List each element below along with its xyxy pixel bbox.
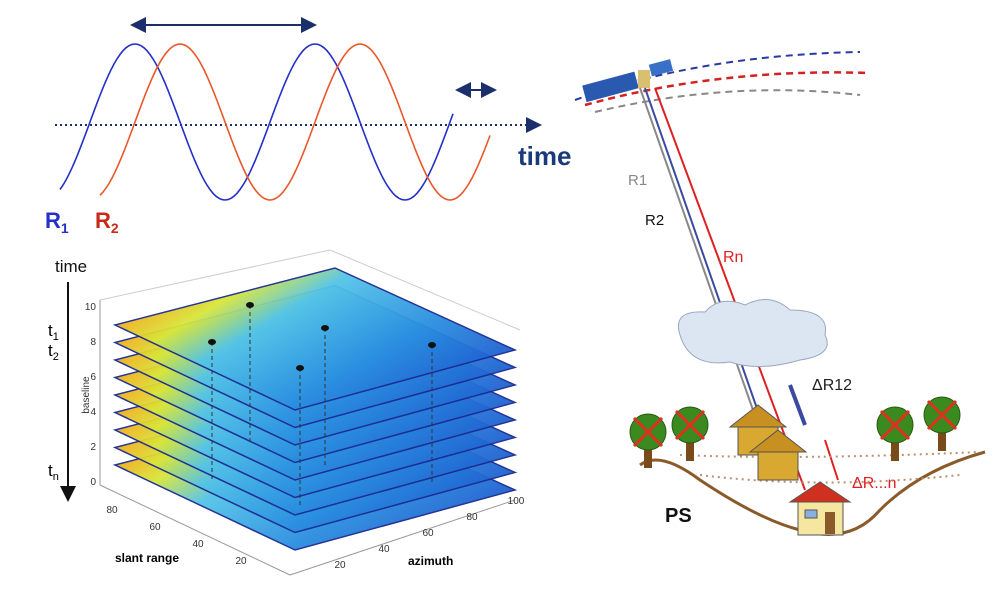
- cross: [926, 399, 958, 431]
- orbit: [594, 89, 861, 113]
- vertical-tick-label: 6: [90, 372, 96, 383]
- slant-tick-label: 60: [149, 522, 161, 533]
- trunk: [938, 425, 946, 451]
- vertical-tick-label: 8: [90, 337, 96, 348]
- back-axis: [329, 249, 521, 331]
- azimuth-label: azimuth: [408, 554, 453, 568]
- satellite: [580, 59, 674, 104]
- layer: [112, 267, 518, 411]
- layers: [112, 267, 518, 551]
- time-label: time: [518, 141, 571, 171]
- ps-point: [296, 365, 304, 371]
- back-axis: [99, 249, 331, 301]
- trunk: [891, 435, 899, 461]
- r1-label: R1: [628, 172, 647, 189]
- slant-axis: [99, 484, 291, 576]
- azimuth-tick-label: 80: [466, 512, 478, 523]
- vertical-tick-label: 4: [90, 407, 96, 418]
- stack-time-label: time: [55, 257, 87, 276]
- slant-tick-label: 40: [192, 539, 204, 550]
- ps-point: [246, 302, 254, 308]
- trunk: [686, 435, 694, 461]
- t2-label: t2: [48, 341, 59, 363]
- cross: [674, 409, 706, 441]
- tn-label: tn: [48, 461, 59, 483]
- slant-range-label: slant range: [115, 551, 179, 565]
- azimuth-tick-label: 20: [334, 560, 346, 571]
- rn-label: Rn: [723, 249, 743, 266]
- wave-r2: [99, 43, 491, 201]
- azimuth-tick-label: 40: [378, 544, 390, 555]
- slant-tick-label: 80: [106, 505, 118, 516]
- trees: [629, 396, 961, 468]
- baseline-label: baseline: [81, 376, 92, 414]
- vertical-tick-label: 2: [90, 442, 96, 453]
- ray-r1: [639, 87, 761, 431]
- ray-r2: [644, 87, 769, 441]
- r1-label: R1: [45, 208, 69, 236]
- delta-r12-bar: [788, 384, 807, 426]
- geometry: R1 R2 Rn ΔR12 ΔR...n PS: [574, 51, 986, 536]
- cross: [879, 409, 911, 441]
- ps-point: [321, 325, 329, 331]
- cloud: [678, 299, 828, 368]
- azimuth-tick-label: 100: [508, 496, 525, 507]
- wave-r1: [59, 43, 454, 201]
- azimuth-axis: [289, 499, 516, 576]
- ps-point: [208, 339, 216, 345]
- terrain-dots: [679, 451, 981, 484]
- cross: [632, 416, 664, 448]
- orbit: [574, 51, 861, 101]
- houses: [728, 404, 852, 536]
- vertical-tick-label: 10: [85, 302, 97, 313]
- r2-label: R2: [95, 208, 119, 236]
- vertical-tick-label: 0: [90, 477, 96, 488]
- delta-rn-bar: [824, 439, 839, 481]
- trunk: [644, 442, 652, 468]
- delta-r12-label: ΔR12: [812, 377, 852, 394]
- waves: time R1 R2: [45, 17, 571, 236]
- delta-rn-label: ΔR...n: [852, 475, 896, 492]
- ps-label: PS: [665, 505, 692, 527]
- azimuth-tick-label: 60: [422, 528, 434, 539]
- ps-point: [428, 342, 436, 348]
- slant-tick-label: 20: [235, 556, 247, 567]
- r2-label: R2: [645, 212, 664, 229]
- t1-label: t1: [48, 321, 59, 343]
